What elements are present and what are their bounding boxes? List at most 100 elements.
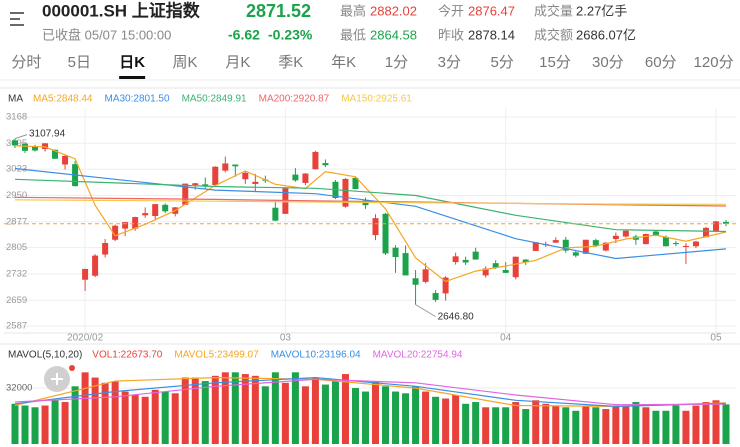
volume-bar (452, 395, 460, 444)
volume-bar (41, 405, 49, 444)
tab[interactable]: 5分 (490, 54, 513, 71)
volume-bar (11, 403, 19, 444)
candle-body (422, 269, 429, 282)
candle-body (152, 204, 159, 216)
volume-bar (111, 381, 119, 444)
volume-bar (141, 396, 149, 444)
volume-bar (281, 382, 289, 444)
volume-bar (311, 377, 319, 444)
volume-bar (432, 396, 440, 444)
legend-item: MAVOL5:23499.07 (174, 350, 259, 361)
stat-label: 今开 (438, 3, 464, 18)
candle-body (232, 164, 239, 167)
tab[interactable]: 分时 (11, 54, 41, 71)
candle-body (462, 259, 469, 263)
candle-body (52, 149, 59, 159)
tab[interactable]: 周K (172, 54, 197, 71)
tab[interactable]: 季K (278, 54, 303, 71)
candle-body (662, 236, 669, 247)
volume-bar (61, 402, 69, 444)
volume-bar (442, 398, 450, 444)
tab[interactable]: 月K (225, 54, 250, 71)
legend-item: MA5:2848.44 (33, 94, 93, 105)
tab[interactable]: 5日 (68, 54, 91, 71)
x-tick-label: 05 (710, 333, 722, 344)
tab[interactable]: 日K (119, 54, 145, 71)
mavol-line (14, 378, 727, 406)
mavol-line (14, 376, 727, 408)
candle-body (352, 177, 359, 189)
menu-icon[interactable] (10, 12, 24, 26)
volume-bar (161, 391, 169, 444)
candle-body (442, 277, 449, 294)
candle-body (452, 256, 459, 263)
volume-bar (612, 405, 620, 444)
add-button[interactable] (44, 365, 75, 392)
legend-title: MAVOL(5,10,20) (8, 350, 82, 361)
stat-value: 2.27亿手 (576, 3, 627, 18)
legend-item: MA200:2920.87 (259, 94, 330, 105)
volume-bar (562, 407, 570, 444)
candle-body (42, 143, 49, 150)
legend-title: MA (8, 94, 23, 105)
candle-body (322, 163, 329, 166)
candle-body (242, 172, 249, 180)
y-tick-label: 2732 (6, 268, 27, 279)
volume-bar (382, 386, 390, 444)
annotation-leader (14, 134, 28, 140)
low-annotation: 2646.80 (438, 311, 475, 322)
candle-body (252, 181, 259, 184)
tab[interactable]: 60分 (645, 54, 677, 71)
candle-body (502, 270, 509, 273)
volume-bar (502, 407, 510, 444)
candle-body (382, 213, 389, 254)
candle-body (552, 240, 559, 243)
candle-body (652, 231, 659, 236)
candle-body (82, 268, 89, 280)
candle-body (142, 213, 149, 216)
volume-bar (492, 407, 500, 444)
candle-body (212, 166, 219, 186)
tab[interactable]: 3分 (438, 54, 461, 71)
volume-bar (81, 372, 89, 444)
volume-bar (512, 402, 520, 444)
volume-bar (622, 405, 630, 444)
y-tick-label: 2659 (6, 295, 27, 306)
candle-body (392, 247, 399, 258)
volume-bar (672, 405, 680, 444)
tab[interactable]: 30分 (592, 54, 624, 71)
candle-body (122, 222, 129, 229)
volume-bar (642, 407, 650, 444)
candle-body (472, 251, 479, 260)
legend-item: VOL1:22673.70 (92, 350, 162, 361)
volume-bar (21, 405, 29, 444)
candle-body (682, 245, 689, 247)
tab[interactable]: 120分 (694, 54, 734, 71)
volume-bar (402, 393, 410, 444)
candle-body (272, 207, 279, 221)
tab[interactable]: 1分 (385, 54, 408, 71)
candle-body (92, 255, 99, 276)
high-annotation: 3107.94 (29, 128, 66, 139)
volume-bar (422, 391, 430, 444)
candle-body (532, 242, 539, 251)
y-tick-label: 2877 (6, 216, 27, 227)
volume-bar (692, 405, 700, 444)
candle-body (412, 278, 419, 285)
candle-body (312, 151, 319, 170)
volume-bar (662, 410, 670, 444)
candle-body (512, 256, 519, 278)
volume-bar (171, 393, 179, 444)
stat-label: 成交量 (534, 3, 573, 18)
volume-bar (682, 410, 690, 444)
volume-bar (221, 372, 229, 444)
volume-bar (301, 386, 309, 444)
volume-bar (131, 395, 139, 444)
tab[interactable]: 15分 (539, 54, 571, 71)
candle-body (712, 221, 719, 232)
tab[interactable]: 年K (331, 54, 356, 71)
y-tick-label: 3168 (6, 112, 27, 123)
candle-body (702, 227, 709, 238)
volume-bar (532, 400, 540, 444)
